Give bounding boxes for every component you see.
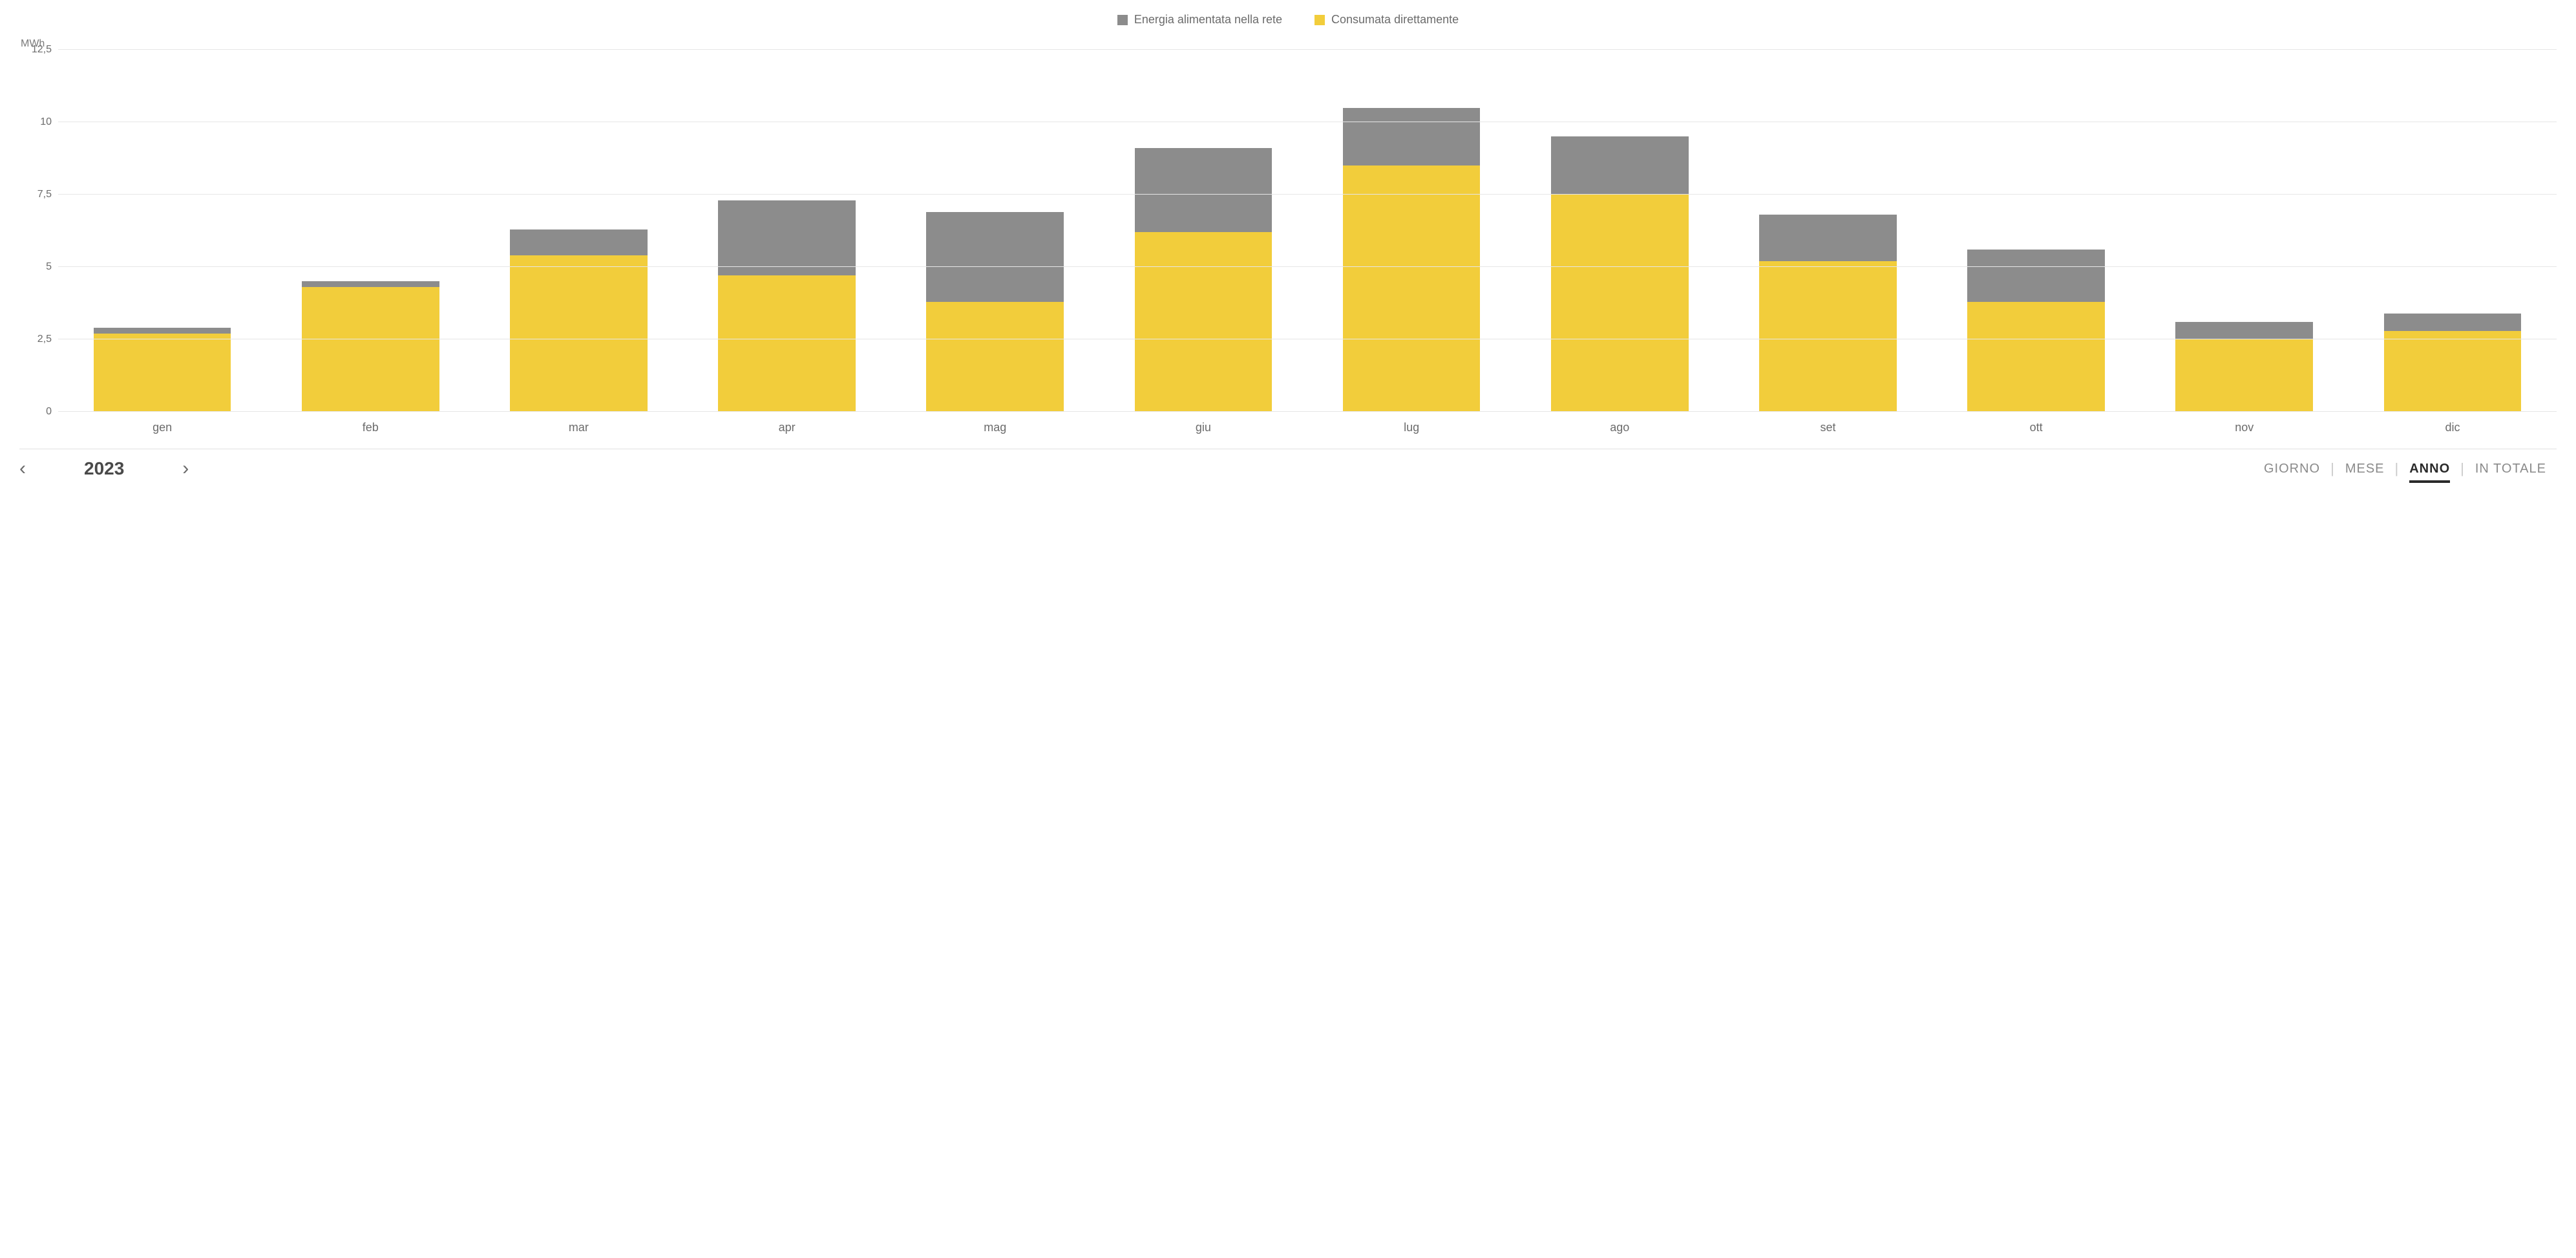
bar-slot — [683, 50, 891, 412]
bar-slot — [2140, 50, 2349, 412]
bar-segment-consumed_direct — [1759, 261, 1897, 412]
energy-chart-panel: Energia alimentata nella rete Consumata d… — [0, 0, 2576, 485]
x-tick-label: giu — [1099, 421, 1307, 434]
bar-segment-consumed_direct — [94, 334, 231, 412]
chart-area: 0 2,5 5 7,5 10 12,5 — [19, 50, 2557, 412]
x-tick-label: set — [1724, 421, 1932, 434]
bar-apr[interactable] — [718, 200, 856, 412]
bar-segment-fed_to_grid — [1135, 148, 1272, 232]
prev-year-button[interactable]: ‹ — [19, 459, 26, 478]
x-tick-label: nov — [2140, 421, 2349, 434]
current-year-label: 2023 — [84, 458, 124, 479]
y-tick-label: 12,5 — [32, 44, 58, 56]
bar-segment-consumed_direct — [2384, 331, 2522, 412]
bar-segment-fed_to_grid — [1343, 108, 1481, 166]
x-axis-labels: genfebmaraprmaggiulugagosetottnovdic — [58, 412, 2557, 434]
bar-nov[interactable] — [2175, 322, 2313, 412]
legend-item-fed_to_grid[interactable]: Energia alimentata nella rete — [1117, 13, 1282, 27]
bar-slot — [891, 50, 1099, 412]
x-tick-label: mag — [891, 421, 1099, 434]
bar-lug[interactable] — [1343, 108, 1481, 412]
legend-swatch — [1117, 15, 1128, 25]
bar-mar[interactable] — [510, 229, 648, 412]
x-tick-label: feb — [266, 421, 474, 434]
bar-slot — [1099, 50, 1307, 412]
bar-slot — [58, 50, 266, 412]
bar-segment-fed_to_grid — [718, 200, 856, 275]
bar-slot — [2349, 50, 2557, 412]
bar-slot — [1724, 50, 1932, 412]
y-tick-label: 0 — [46, 406, 58, 418]
x-tick-label: dic — [2349, 421, 2557, 434]
bar-segment-consumed_direct — [1551, 195, 1689, 412]
bar-segment-consumed_direct — [926, 302, 1064, 412]
tab-separator: | — [2330, 460, 2335, 477]
bar-segment-fed_to_grid — [1759, 215, 1897, 261]
gridline: 5 — [58, 266, 2557, 267]
y-tick-label: 5 — [46, 261, 58, 273]
tab-total[interactable]: IN TOTALE — [2465, 462, 2557, 476]
chart-bars — [58, 50, 2557, 412]
bar-slot — [1307, 50, 1515, 412]
y-tick-label: 10 — [40, 116, 58, 128]
tab-separator: | — [2395, 460, 2400, 477]
x-tick-label: ago — [1515, 421, 1724, 434]
x-tick-label: lug — [1307, 421, 1515, 434]
y-axis — [19, 50, 58, 412]
tab-day[interactable]: GIORNO — [2254, 462, 2330, 476]
bar-giu[interactable] — [1135, 148, 1272, 412]
bar-segment-consumed_direct — [1135, 232, 1272, 412]
bar-slot — [474, 50, 682, 412]
bar-segment-consumed_direct — [302, 287, 439, 412]
bar-segment-fed_to_grid — [302, 281, 439, 287]
range-tabs: GIORNO|MESE|ANNO|IN TOTALE — [2254, 460, 2557, 477]
bar-set[interactable] — [1759, 215, 1897, 412]
bar-segment-consumed_direct — [1343, 165, 1481, 412]
bar-gen[interactable] — [94, 328, 231, 412]
gridline: 0 — [58, 411, 2557, 412]
legend-item-consumed_direct[interactable]: Consumata direttamente — [1314, 13, 1459, 27]
bar-segment-fed_to_grid — [94, 328, 231, 334]
bar-slot — [266, 50, 474, 412]
bar-segment-fed_to_grid — [2384, 314, 2522, 331]
chart-legend: Energia alimentata nella rete Consumata d… — [19, 13, 2557, 27]
y-tick-label: 7,5 — [37, 189, 58, 200]
bar-feb[interactable] — [302, 281, 439, 412]
bar-segment-consumed_direct — [2175, 339, 2313, 412]
bar-segment-fed_to_grid — [1967, 250, 2105, 302]
bar-dic[interactable] — [2384, 314, 2522, 412]
bar-slot — [1515, 50, 1724, 412]
legend-label: Consumata direttamente — [1331, 13, 1459, 27]
x-tick-label: gen — [58, 421, 266, 434]
x-tick-label: ott — [1932, 421, 2140, 434]
chart-footer: ‹ 2023 › GIORNO|MESE|ANNO|IN TOTALE — [19, 449, 2557, 479]
tab-separator: | — [2460, 460, 2465, 477]
bar-segment-fed_to_grid — [510, 229, 648, 255]
bar-ott[interactable] — [1967, 250, 2105, 412]
year-nav: ‹ 2023 › — [19, 458, 189, 479]
x-tick-label: apr — [683, 421, 891, 434]
y-tick-label: 2,5 — [37, 334, 58, 345]
gridline: 7,5 — [58, 194, 2557, 195]
chart-plot: 02,557,51012,5 — [58, 50, 2557, 412]
x-tick-label: mar — [474, 421, 682, 434]
bar-segment-consumed_direct — [1967, 302, 2105, 412]
bar-segment-consumed_direct — [510, 255, 648, 412]
bar-mag[interactable] — [926, 212, 1064, 412]
tab-year[interactable]: ANNO — [2399, 462, 2460, 476]
gridline: 12,5 — [58, 49, 2557, 50]
bar-segment-fed_to_grid — [926, 212, 1064, 302]
next-year-button[interactable]: › — [182, 459, 189, 478]
bar-segment-consumed_direct — [718, 275, 856, 412]
tab-month[interactable]: MESE — [2335, 462, 2395, 476]
bar-ago[interactable] — [1551, 136, 1689, 412]
bar-segment-fed_to_grid — [2175, 322, 2313, 339]
bar-segment-fed_to_grid — [1551, 136, 1689, 195]
legend-swatch — [1314, 15, 1325, 25]
legend-label: Energia alimentata nella rete — [1134, 13, 1282, 27]
bar-slot — [1932, 50, 2140, 412]
